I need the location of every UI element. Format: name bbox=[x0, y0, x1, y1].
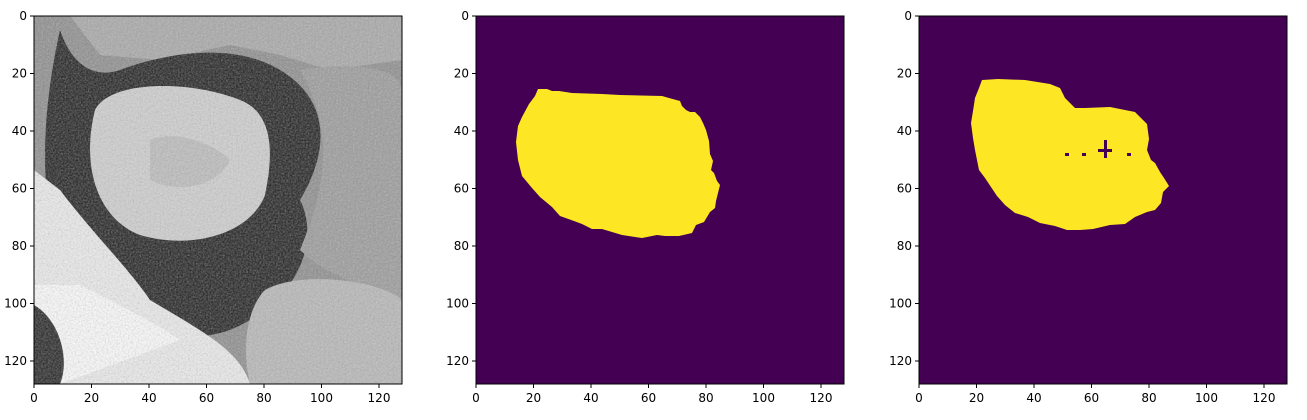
y-tick-label: 120 bbox=[446, 354, 469, 368]
x-tick-label: 60 bbox=[1084, 391, 1099, 405]
x-tick-label: 0 bbox=[30, 391, 38, 405]
y-tick-label: 0 bbox=[904, 9, 912, 23]
y-tick-label: 40 bbox=[454, 124, 469, 138]
ct-slice-panel: 0 20 40 60 80 100 120 0 20 40 60 80 100 120 bbox=[4, 9, 403, 405]
x-tick-label: 60 bbox=[199, 391, 214, 405]
x-tick-label: 20 bbox=[526, 391, 541, 405]
x-tick-label: 120 bbox=[1253, 391, 1276, 405]
x-tick-label: 40 bbox=[1026, 391, 1041, 405]
mask-region bbox=[516, 89, 720, 238]
y-tick-label: 100 bbox=[889, 297, 912, 311]
y-tick-label: 20 bbox=[897, 67, 912, 81]
x-tick-label: 100 bbox=[310, 391, 333, 405]
x-tick-label: 100 bbox=[752, 391, 775, 405]
y-tick-label: 60 bbox=[12, 182, 27, 196]
y-tick-label: 0 bbox=[461, 9, 469, 23]
x-tick-label: 60 bbox=[641, 391, 656, 405]
y-tick-label: 20 bbox=[12, 67, 27, 81]
y-tick-label: 100 bbox=[4, 297, 27, 311]
y-tick-label: 60 bbox=[454, 182, 469, 196]
y-tick-label: 120 bbox=[889, 354, 912, 368]
x-tick-label: 120 bbox=[810, 391, 833, 405]
x-tick-label: 0 bbox=[915, 391, 923, 405]
y-tick-label: 120 bbox=[4, 354, 27, 368]
y-tick-label: 100 bbox=[446, 297, 469, 311]
x-tick-label: 80 bbox=[698, 391, 713, 405]
y-tick-label: 0 bbox=[19, 9, 27, 23]
ground-truth-mask-panel: 0 20 40 60 80 100 120 0 20 40 60 80 100 120 bbox=[446, 9, 845, 405]
x-tick-label: 40 bbox=[583, 391, 598, 405]
x-tick-label: 0 bbox=[472, 391, 480, 405]
x-tick-label: 40 bbox=[141, 391, 156, 405]
y-tick-label: 40 bbox=[12, 124, 27, 138]
y-tick-label: 80 bbox=[12, 239, 27, 253]
x-tick-label: 20 bbox=[969, 391, 984, 405]
y-tick-label: 80 bbox=[897, 239, 912, 253]
predicted-mask-panel: 0 20 40 60 80 100 120 0 20 40 60 80 100 120 bbox=[889, 9, 1288, 405]
y-tick-label: 40 bbox=[897, 124, 912, 138]
y-tick-label: 20 bbox=[454, 67, 469, 81]
ct-image bbox=[34, 16, 402, 384]
x-tick-label: 80 bbox=[256, 391, 271, 405]
x-tick-label: 80 bbox=[1141, 391, 1156, 405]
x-tick-label: 100 bbox=[1195, 391, 1218, 405]
mask-region bbox=[971, 79, 1169, 230]
y-tick-label: 80 bbox=[454, 239, 469, 253]
y-tick-label: 60 bbox=[897, 182, 912, 196]
x-tick-label: 120 bbox=[368, 391, 391, 405]
x-tick-label: 20 bbox=[84, 391, 99, 405]
